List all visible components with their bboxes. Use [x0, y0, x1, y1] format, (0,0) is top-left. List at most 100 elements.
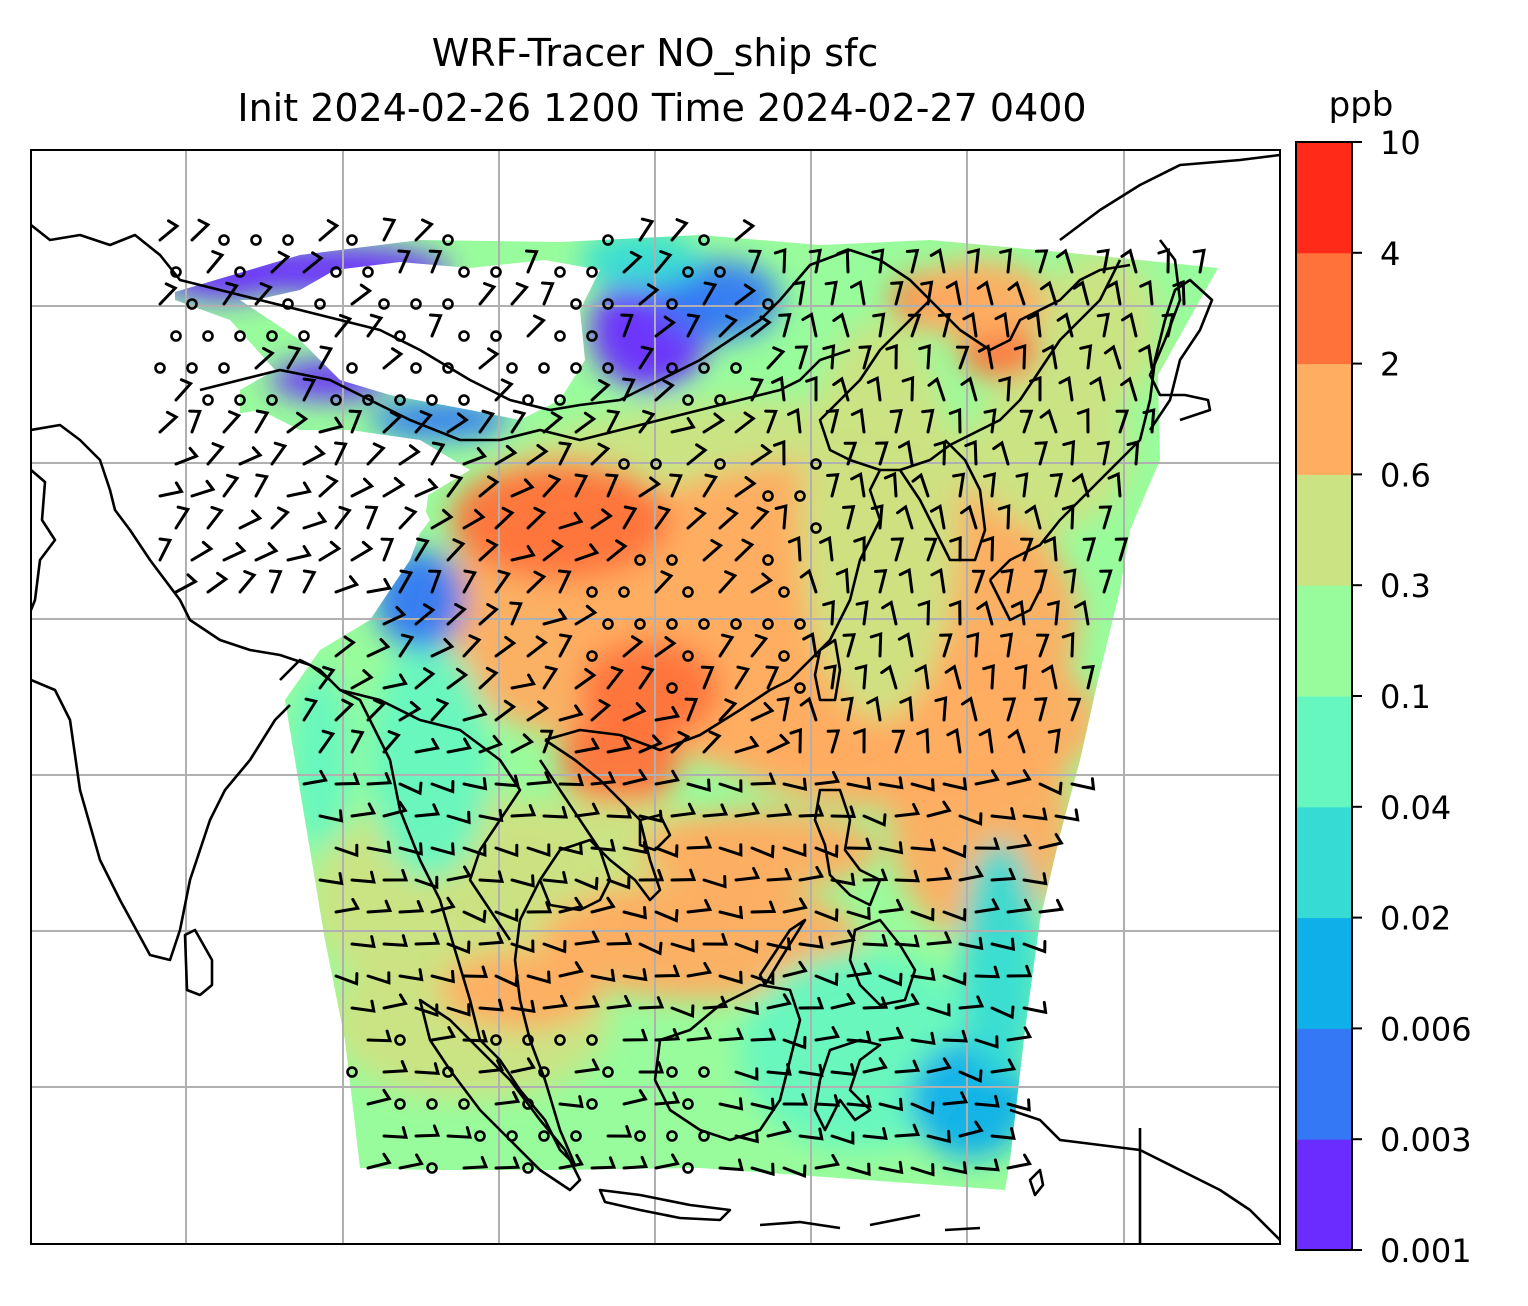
wind-barb: [1013, 343, 1027, 370]
wind-barb: [702, 539, 724, 562]
wind-barb: [718, 570, 738, 594]
wind-barb: [910, 1163, 935, 1177]
wind-barb: [843, 441, 858, 466]
wind-barb: [700, 665, 715, 690]
calm-wind-circle: [794, 618, 806, 630]
wind-barb: [526, 900, 553, 914]
wind-barb: [430, 441, 446, 466]
calm-wind-circle: [490, 1034, 502, 1046]
wind-barb: [734, 283, 757, 306]
wind-barb: [494, 774, 520, 788]
wind-barb: [302, 569, 317, 594]
wind-barb: [366, 577, 393, 594]
colorbar-tick-label: 0.006: [1380, 1010, 1472, 1048]
calm-wind-circle: [794, 490, 806, 502]
calm-wind-circle: [522, 1034, 534, 1046]
wind-barb: [894, 1059, 921, 1074]
wind-barb: [654, 844, 679, 858]
wind-barb: [238, 446, 263, 466]
calm-wind-circle: [394, 1034, 406, 1046]
colorbar-tick-label: 10: [1380, 124, 1421, 162]
wind-barb: [622, 702, 647, 722]
wind-barb: [334, 772, 361, 786]
wind-barb: [1038, 781, 1063, 796]
calm-wind-circle: [442, 362, 454, 374]
wind-barb: [830, 929, 856, 946]
wind-barb: [1107, 471, 1122, 498]
wind-barb: [942, 1161, 968, 1175]
wind-barb: [398, 700, 422, 722]
wind-barb: [1039, 408, 1058, 434]
wind-barb: [638, 1061, 665, 1074]
colorbar-band-6: [1296, 474, 1352, 586]
wind-barb: [766, 993, 792, 1010]
wind-barb: [430, 780, 455, 794]
wind-barb: [188, 409, 202, 434]
wind-barb: [898, 439, 914, 466]
wind-barb: [998, 375, 1011, 402]
colorbar-tick-label: 0.02: [1380, 900, 1451, 938]
wind-barb: [462, 909, 487, 924]
wind-barb: [750, 315, 772, 338]
wind-barb: [302, 511, 328, 530]
calm-wind-circle: [202, 394, 214, 406]
wind-barb: [541, 281, 555, 306]
wind-barb: [286, 545, 312, 562]
coastline-timor: [1028, 1168, 1045, 1197]
tracer-field-patch: [960, 840, 1040, 1080]
wind-barb: [1074, 599, 1090, 626]
calm-wind-circle: [586, 266, 598, 278]
wind-barb: [802, 631, 818, 658]
wind-barb: [1072, 280, 1090, 306]
wind-barb: [945, 280, 962, 306]
wind-barb: [382, 347, 404, 370]
calm-wind-circle: [618, 586, 630, 598]
wind-barb: [1006, 1026, 1033, 1042]
wind-barb: [814, 908, 839, 923]
wind-barb: [1096, 440, 1111, 466]
wind-barb: [318, 540, 342, 562]
wind-barb: [590, 838, 616, 852]
wind-barb: [414, 1003, 439, 1017]
wind-barb: [638, 868, 665, 882]
wind-barb: [750, 900, 777, 914]
wind-barb: [414, 803, 441, 818]
wind-barb: [814, 972, 839, 987]
wind-barb: [750, 702, 775, 722]
calm-wind-circle: [186, 298, 198, 310]
calm-wind-circle: [554, 266, 566, 278]
wind-barb: [254, 542, 279, 562]
wind-barb: [1061, 631, 1075, 658]
wind-barb: [174, 505, 191, 530]
wind-barb: [718, 1027, 745, 1042]
wind-barb: [414, 410, 433, 434]
wind-barb: [686, 899, 713, 914]
wind-barb: [366, 638, 391, 658]
wind-barb: [334, 843, 359, 858]
wind-barb: [734, 411, 756, 434]
wind-barb: [983, 408, 997, 434]
colorbar-ticks: 0.001 0.003 0.006 0.02 0.04 0.1 0.3 0.6 2 4 10: [1352, 124, 1472, 1270]
wind-barb: [878, 1026, 905, 1042]
wind-barb: [382, 410, 403, 434]
wind-barb: [718, 843, 743, 857]
wind-barb: [684, 697, 699, 722]
wind-barb: [398, 444, 421, 466]
wind-barb: [380, 537, 395, 562]
calm-wind-circle: [698, 618, 710, 630]
colorbar-tick-label: 0.003: [1380, 1121, 1472, 1159]
wind-barb: [942, 1029, 969, 1043]
colorbar-tick-label: 2: [1380, 346, 1400, 384]
colorbar-tick-label: 0.6: [1380, 456, 1431, 494]
wind-barb: [1038, 833, 1064, 850]
wind-barb: [462, 1155, 489, 1170]
wind-barb: [890, 281, 904, 306]
wind-barb: [478, 734, 503, 754]
calm-wind-circle: [810, 458, 822, 470]
wind-barb: [286, 345, 302, 370]
wind-barb: [1034, 249, 1049, 274]
wind-barb: [638, 217, 655, 242]
wind-barb: [318, 729, 336, 754]
wind-barb: [942, 844, 967, 859]
wind-barb: [871, 248, 885, 274]
